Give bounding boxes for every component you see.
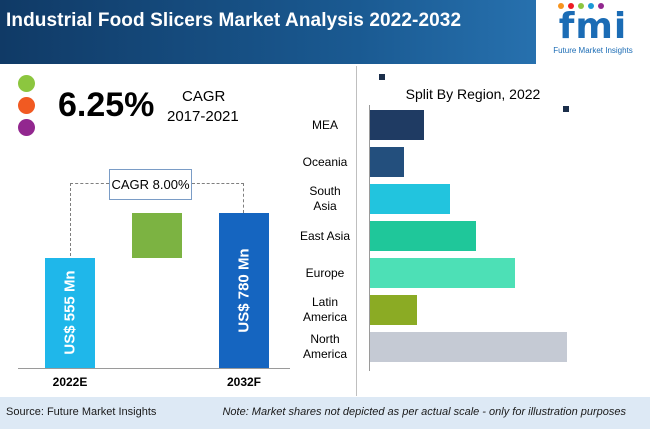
section-divider	[356, 66, 357, 396]
decor-square-top	[379, 74, 385, 80]
legend-dot-purple	[18, 119, 35, 136]
region-bar	[370, 332, 567, 362]
region-bar	[370, 110, 424, 140]
cagr-period: 2017-2021	[167, 108, 239, 125]
legend-dot-green	[18, 75, 35, 92]
page-title: Industrial Food Slicers Market Analysis …	[6, 10, 462, 31]
region-label: East Asia	[299, 228, 351, 243]
region-chart-title: Split By Region, 2022	[405, 86, 541, 102]
dashed-connector-left	[70, 183, 109, 261]
fmi-logo: fmi Future Market Insights	[536, 0, 650, 64]
region-label: North America	[302, 332, 347, 361]
dashed-connector-right	[192, 183, 244, 213]
logo-dot	[598, 3, 604, 9]
x-tick-2032f: 2032F	[226, 375, 262, 389]
legend-dot-orange	[18, 97, 35, 114]
header-banner: Industrial Food Slicers Market Analysis …	[0, 0, 650, 64]
bar-2022e	[45, 257, 95, 368]
region-label: Latin America	[302, 295, 347, 324]
logo-mark: fmi	[558, 6, 628, 47]
region-bar	[370, 258, 515, 288]
logo-subtitle: Future Market Insights	[553, 46, 633, 55]
bar-label-2022e: US$ 555 Mn	[61, 270, 79, 355]
footer-note: Note: Market shares not depicted as per …	[222, 406, 626, 418]
logo-dot	[568, 3, 574, 9]
logo-dot	[588, 3, 594, 9]
bar-2032f	[219, 213, 269, 368]
region-y-axis	[369, 105, 370, 371]
cagr-label: CAGR	[182, 88, 226, 105]
region-bar	[370, 147, 404, 177]
logo-dot	[558, 3, 564, 9]
bar-growth-increment	[132, 213, 182, 258]
logo-dots	[558, 3, 604, 9]
logo-dot	[578, 3, 584, 9]
cagr-value: 6.25%	[58, 86, 155, 124]
region-bar	[370, 295, 417, 325]
forecast-cagr-box: CAGR 8.00%	[109, 169, 192, 200]
region-label: MEA	[311, 117, 338, 132]
region-bar	[370, 184, 450, 214]
x-axis-line	[18, 368, 290, 369]
region-label: Europe	[305, 265, 345, 280]
decor-square-right	[563, 106, 569, 112]
footer: Source: Future Market Insights Note: Mar…	[0, 397, 650, 429]
region-label: Oceania	[302, 154, 348, 169]
region-label: South Asia	[309, 184, 341, 213]
x-tick-2022e: 2022E	[52, 375, 88, 389]
footer-source: Source: Future Market Insights	[6, 406, 157, 418]
region-bar	[370, 221, 476, 251]
bar-label-2032f: US$ 780 Mn	[235, 248, 253, 333]
